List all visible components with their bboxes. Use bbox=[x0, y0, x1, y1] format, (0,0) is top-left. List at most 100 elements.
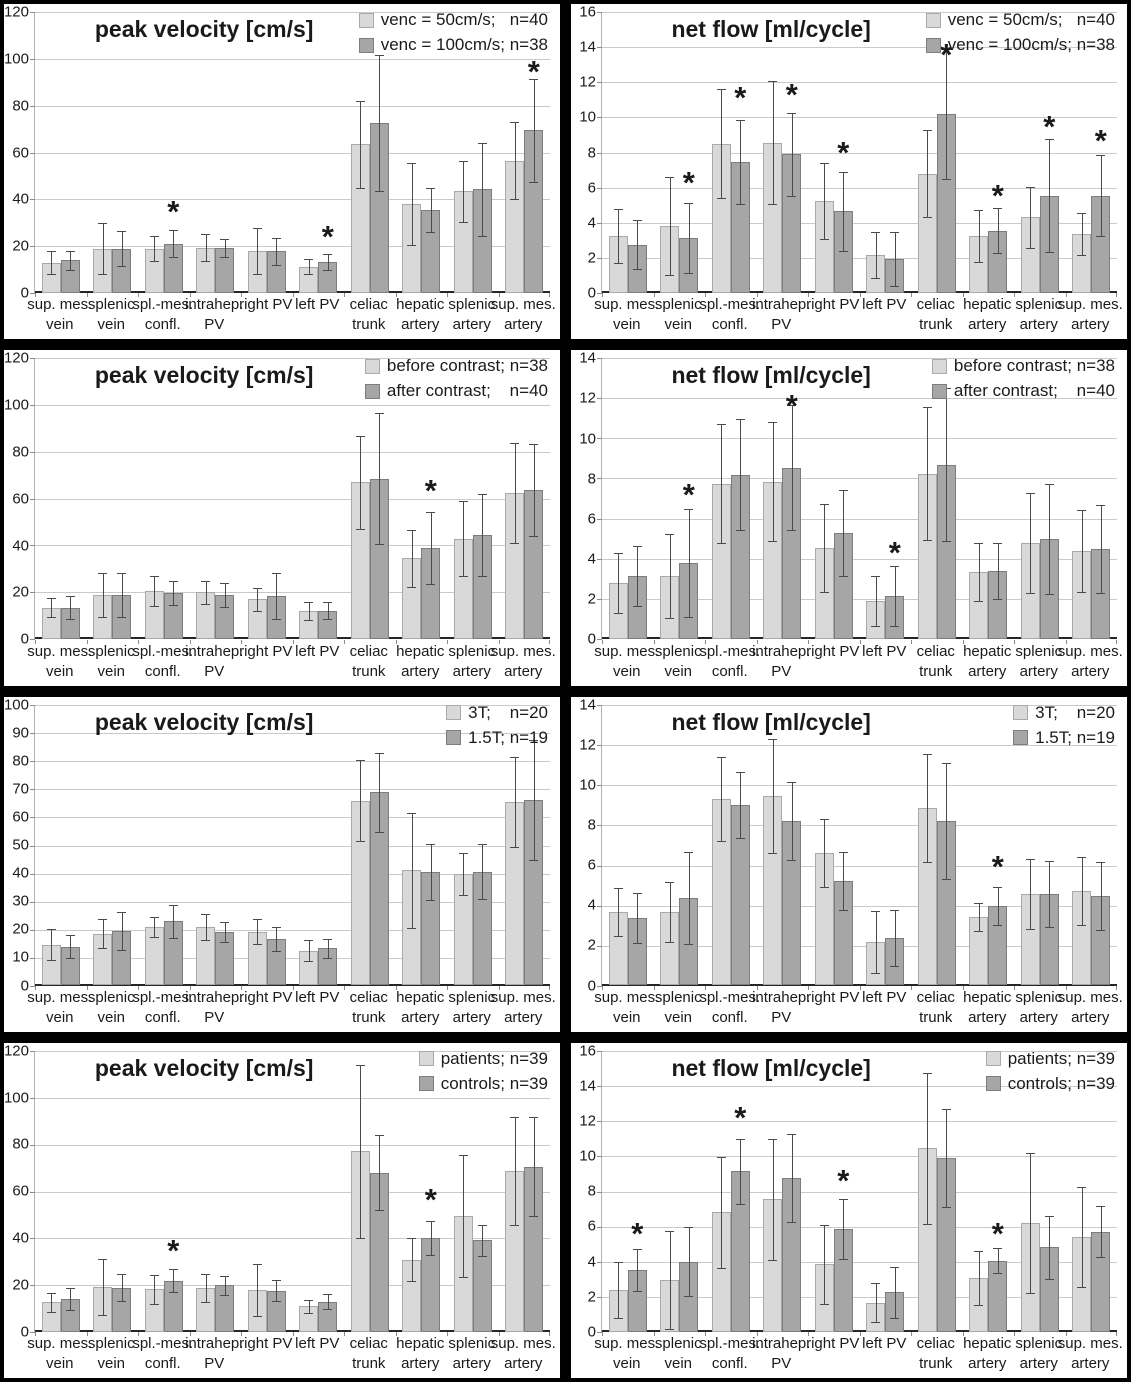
y-tick-label: 40 bbox=[12, 1229, 29, 1247]
y-tick-mark bbox=[597, 478, 602, 480]
error-bar-cap bbox=[117, 266, 127, 268]
gridline bbox=[602, 1296, 1117, 1298]
error-bar-cap bbox=[304, 602, 314, 604]
gridline bbox=[602, 945, 1117, 947]
y-tick-mark bbox=[597, 1226, 602, 1228]
y-tick-label: 10 bbox=[579, 1147, 596, 1165]
gridline bbox=[35, 358, 550, 360]
y-tick-label: 40 bbox=[12, 537, 29, 555]
error-bar-cap bbox=[1077, 255, 1087, 257]
error-bar-cap bbox=[529, 78, 539, 80]
x-tick-mark bbox=[447, 985, 448, 990]
error-bar-cap bbox=[1077, 509, 1087, 511]
error-bar-cap bbox=[716, 1267, 726, 1269]
error-bar-cap bbox=[716, 1157, 726, 1158]
error-bar bbox=[1081, 509, 1083, 593]
error-bar-cap bbox=[407, 1281, 417, 1283]
gridline bbox=[602, 865, 1117, 867]
x-tick-mark bbox=[757, 1332, 758, 1336]
error-bar-cap bbox=[426, 187, 436, 189]
x-tick-mark bbox=[293, 985, 294, 990]
x-axis-labels: sup. mes. vein splenic vein spl.-mes. conf… bbox=[27, 295, 556, 337]
error-bar bbox=[997, 1248, 999, 1273]
error-bar bbox=[740, 771, 742, 838]
gridline bbox=[35, 957, 550, 959]
error-bar-cap bbox=[819, 592, 829, 594]
error-bar-cap bbox=[46, 250, 56, 252]
y-tick-mark bbox=[30, 1050, 35, 1052]
error-bar-cap bbox=[458, 1276, 468, 1278]
y-axis: 0 20 40 60 80 100 120 bbox=[4, 1043, 32, 1341]
error-bar-cap bbox=[220, 1275, 230, 1277]
significance-asterisk: * bbox=[682, 476, 695, 512]
error-bar bbox=[360, 100, 362, 188]
gridline bbox=[602, 223, 1117, 224]
y-tick-mark bbox=[597, 117, 602, 118]
error-bar-cap bbox=[1025, 186, 1035, 188]
error-bar bbox=[1049, 861, 1051, 928]
y-tick-mark bbox=[30, 499, 35, 501]
error-bar-cap bbox=[1096, 235, 1106, 237]
error-bar-cap bbox=[323, 957, 333, 959]
error-bar-cap bbox=[787, 860, 797, 862]
error-bar-cap bbox=[735, 1203, 745, 1205]
error-bar bbox=[308, 259, 310, 275]
error-bar-cap bbox=[890, 626, 900, 628]
error-bar-cap bbox=[665, 177, 675, 179]
y-tick-mark bbox=[30, 873, 35, 875]
legend: patients; n=39 controls; n=39 bbox=[985, 1049, 1115, 1094]
error-bar-cap bbox=[1044, 927, 1054, 929]
x-tick-mark bbox=[447, 1332, 448, 1336]
x-tick-mark bbox=[808, 293, 809, 298]
error-bar-cap bbox=[323, 1294, 333, 1296]
error-bar-cap bbox=[252, 943, 262, 945]
error-bar bbox=[669, 1230, 671, 1330]
error-bar bbox=[997, 887, 999, 926]
error-bar bbox=[1030, 186, 1032, 249]
error-bar bbox=[411, 1238, 413, 1282]
significance-asterisk: * bbox=[785, 77, 798, 113]
error-bar-cap bbox=[65, 957, 75, 959]
x-tick-mark bbox=[963, 293, 964, 298]
y-tick-label: 100 bbox=[4, 50, 29, 68]
x-category-label: celiac trunk bbox=[349, 642, 388, 680]
error-bar-cap bbox=[407, 244, 417, 246]
significance-asterisk: * bbox=[321, 219, 334, 255]
error-bar-cap bbox=[632, 220, 642, 222]
error-bar bbox=[173, 230, 175, 258]
legend-item: patients; n=39 bbox=[418, 1048, 548, 1069]
x-category-label: hepatic artery bbox=[396, 642, 445, 680]
legend-item: venc = 100cm/s; n=38 bbox=[358, 35, 548, 55]
error-bar-cap bbox=[65, 595, 75, 597]
error-bar-cap bbox=[941, 178, 951, 180]
y-tick-label: 2 bbox=[587, 1288, 596, 1306]
error-bar-cap bbox=[355, 1238, 365, 1240]
legend-label: patients; n=39 bbox=[440, 1048, 548, 1068]
x-axis-labels: sup. mes. vein splenic vein spl.-mes. conf… bbox=[594, 295, 1123, 337]
plot-area: * * * * bbox=[597, 1050, 1117, 1336]
y-tick-mark bbox=[30, 1284, 35, 1286]
error-bar bbox=[824, 163, 826, 239]
y-axis: 0 2 4 6 8 10 12 14 16 bbox=[571, 4, 599, 302]
error-bar-cap bbox=[201, 604, 211, 606]
gridline bbox=[602, 1226, 1117, 1228]
x-category-label: splenic artery bbox=[1015, 988, 1063, 1026]
gridline bbox=[602, 1085, 1117, 1087]
error-bar-cap bbox=[1096, 1257, 1106, 1259]
error-bar bbox=[257, 227, 259, 274]
x-tick-mark bbox=[344, 639, 345, 644]
x-category-label: sup. mes. artery bbox=[1057, 1335, 1123, 1372]
chart-panel-net-flow-venc: 0 2 4 6 8 10 12 14 16 * * * * * * * * sup. mes. vein spl… bbox=[571, 4, 1127, 340]
x-tick-mark bbox=[344, 1332, 345, 1336]
x-category-label: splenic artery bbox=[448, 296, 496, 334]
x-category-label: celiac trunk bbox=[349, 296, 388, 334]
error-bar-cap bbox=[941, 879, 951, 881]
x-tick-mark bbox=[705, 985, 706, 990]
error-bar-cap bbox=[304, 259, 314, 261]
error-bar-cap bbox=[220, 582, 230, 584]
x-tick-mark bbox=[35, 985, 36, 990]
error-bar bbox=[1030, 859, 1032, 930]
x-tick-mark bbox=[1116, 1332, 1117, 1336]
x-axis-labels: sup. mes. vein splenic vein spl.-mes. conf… bbox=[594, 642, 1123, 684]
chart-title: peak velocity [cm/s] bbox=[94, 1054, 314, 1081]
